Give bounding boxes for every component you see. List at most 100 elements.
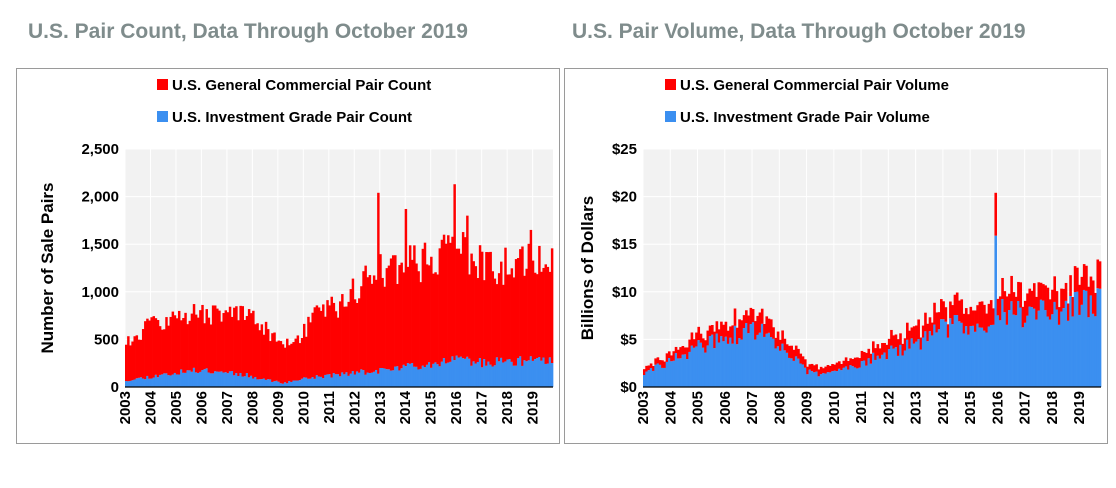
bar-general-commercial [449, 242, 452, 362]
bar-general-commercial [792, 349, 796, 361]
legend-label-general: U.S. General Commercial Pair Count [172, 77, 431, 94]
bar-investment-grade [319, 376, 323, 387]
bar-general-commercial [729, 326, 732, 338]
bar-investment-grade [803, 367, 807, 387]
x-tick-label: 2009 [270, 391, 287, 424]
bar-general-commercial [139, 339, 143, 378]
bar-investment-grade [339, 376, 342, 387]
bar-investment-grade [521, 365, 524, 387]
bar-investment-grade [468, 358, 471, 387]
bar-general-commercial [788, 345, 791, 358]
bar-general-commercial [385, 268, 389, 370]
bar-investment-grade [763, 336, 766, 387]
bar-general-commercial [531, 260, 535, 361]
bar-investment-grade [353, 374, 357, 387]
bar-investment-grade [269, 379, 272, 387]
bar-general-commercial [724, 321, 728, 337]
bar-general-commercial [930, 322, 934, 336]
bar-investment-grade [254, 376, 257, 387]
bar-general-commercial [912, 326, 916, 344]
bar-general-commercial [233, 307, 236, 376]
bar-investment-grade [958, 321, 961, 387]
bar-general-commercial [197, 317, 200, 373]
bar-general-commercial [353, 299, 357, 375]
bar-general-commercial [974, 310, 977, 332]
bar-investment-grade [738, 338, 741, 387]
bar-general-commercial [315, 305, 319, 376]
bar-general-commercial [345, 306, 348, 373]
bar-investment-grade [345, 372, 348, 387]
bar-general-commercial [1076, 267, 1079, 292]
bar-general-commercial [341, 294, 344, 373]
bar-general-commercial [667, 351, 671, 359]
bar-general-commercial [188, 320, 192, 371]
bar-investment-grade [396, 366, 399, 387]
bar-investment-grade [903, 350, 907, 387]
bar-general-commercial [958, 300, 961, 322]
bar-investment-grade [767, 332, 771, 387]
bar-general-commercial [241, 306, 245, 377]
bar-investment-grade [485, 365, 488, 387]
bar-general-commercial [131, 341, 134, 381]
bar-general-commercial [470, 253, 473, 366]
bar-general-commercial [1066, 303, 1070, 321]
bar-investment-grade [1076, 291, 1079, 387]
bar-general-commercial [207, 317, 211, 373]
bar-investment-grade [701, 347, 705, 387]
bar-general-commercial [887, 338, 891, 350]
bar-investment-grade [527, 360, 531, 387]
bar-investment-grade [288, 381, 291, 387]
bar-general-commercial [647, 365, 651, 371]
bar-general-commercial [542, 267, 545, 358]
bar-general-commercial [404, 208, 408, 367]
bar-investment-grade [497, 361, 501, 387]
bar-investment-grade [974, 331, 977, 387]
bar-investment-grade [760, 323, 764, 387]
bar-investment-grade [300, 378, 304, 387]
bar-investment-grade [647, 370, 651, 387]
bar-investment-grade [883, 352, 886, 387]
bar-general-commercial [408, 245, 412, 364]
bar-investment-grade [525, 361, 528, 387]
bar-general-commercial [844, 357, 848, 367]
bar-investment-grade [529, 356, 533, 387]
bar-general-commercial [165, 317, 168, 374]
bar-investment-grade [230, 371, 234, 387]
bar-general-commercial [919, 337, 923, 350]
bar-general-commercial [478, 245, 482, 359]
bar-investment-grade [901, 355, 905, 387]
bar-investment-grade [190, 371, 194, 387]
bar-general-commercial [150, 317, 153, 379]
bar-general-commercial [298, 343, 302, 381]
bar-investment-grade [260, 379, 264, 387]
bar-investment-grade [459, 356, 463, 387]
bar-general-commercial [944, 307, 948, 322]
bar-general-commercial [1046, 287, 1050, 317]
bar-general-commercial [964, 308, 968, 327]
bar-general-commercial [158, 326, 162, 375]
bar-investment-grade [690, 345, 694, 387]
bar-investment-grade [989, 324, 993, 387]
bar-investment-grade [252, 378, 255, 387]
bar-general-commercial [1060, 288, 1063, 312]
bar-general-commercial [480, 251, 484, 368]
bar-general-commercial [672, 351, 676, 361]
bar-investment-grade [769, 337, 773, 387]
bar-general-commercial [661, 360, 664, 368]
bar-investment-grade [1078, 314, 1081, 387]
bar-general-commercial [1005, 296, 1009, 325]
bar-general-commercial [421, 248, 425, 366]
bar-investment-grade [715, 333, 719, 387]
bar-investment-grade [896, 355, 900, 387]
bar-investment-grade [296, 380, 300, 387]
y-axis-label: Number of Sale Pairs [38, 182, 57, 353]
bar-investment-grade [1080, 304, 1084, 387]
bar-general-commercial [881, 343, 884, 355]
bar-general-commercial [790, 345, 793, 359]
bar-investment-grade [672, 360, 676, 387]
x-tick-label: 2018 [499, 391, 516, 424]
bar-investment-grade [962, 333, 966, 387]
x-tick-label: 2016 [989, 391, 1006, 424]
bar-general-commercial [432, 273, 435, 364]
bar-investment-grade [876, 355, 880, 387]
